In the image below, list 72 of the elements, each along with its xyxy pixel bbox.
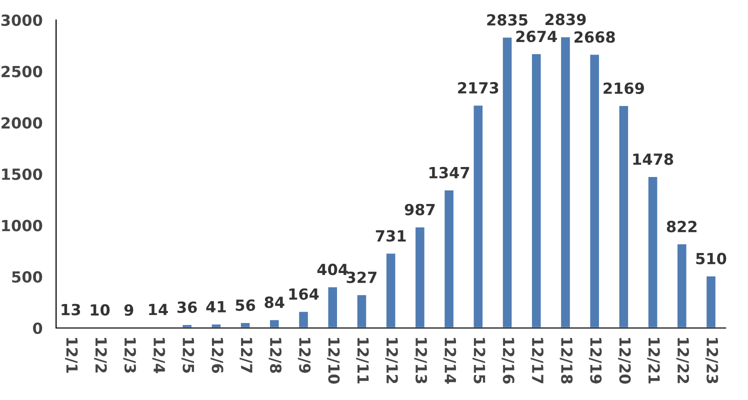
bar <box>298 310 310 328</box>
data-label: 731 <box>376 230 406 242</box>
data-label: 2839 <box>545 14 586 26</box>
bar <box>240 322 252 328</box>
data-label: 84 <box>264 296 284 308</box>
x-tick-label: 12/9 <box>298 338 311 373</box>
data-label: 1347 <box>430 166 470 178</box>
x-tick-label: 12/15 <box>472 338 486 384</box>
bar <box>356 294 368 328</box>
x-tick-label: 12/12 <box>385 338 398 384</box>
data-label: 2173 <box>458 82 498 94</box>
x-tick-label: 12/1 <box>65 338 78 373</box>
bar <box>326 286 338 328</box>
x-tick-label: 12/8 <box>268 338 282 373</box>
data-label: 36 <box>177 301 197 314</box>
y-tick-label: 1500 <box>2 168 42 180</box>
bar <box>268 318 280 328</box>
x-tick-label: 12/17 <box>530 338 544 384</box>
bar <box>560 36 572 328</box>
data-label: 164 <box>289 288 319 300</box>
y-tick-label: 500 <box>12 271 42 283</box>
bar <box>443 189 455 328</box>
bar <box>647 176 659 328</box>
data-label: 510 <box>696 252 726 264</box>
y-tick-label: 0 <box>33 322 42 334</box>
x-tick-label: 12/3 <box>123 338 136 373</box>
x-tick-label: 12/20 <box>618 338 631 384</box>
data-label: 2169 <box>604 82 644 94</box>
y-tick-label: 2500 <box>2 66 42 78</box>
x-tick-label: 12/5 <box>181 338 194 373</box>
x-tick-label: 12/2 <box>94 338 107 372</box>
x-tick-label: 12/13 <box>414 338 428 384</box>
x-tick-label: 12/10 <box>326 338 340 384</box>
data-label: 987 <box>404 204 435 216</box>
data-label: 2674 <box>516 30 557 42</box>
data-label: 9 <box>124 304 134 316</box>
y-tick-label: 3000 <box>1 14 42 26</box>
x-tick-label: 12/22 <box>676 338 690 384</box>
bar <box>385 252 397 328</box>
x-tick-label: 12/16 <box>502 338 514 384</box>
y-tick-label: 1000 <box>2 220 42 232</box>
bar <box>210 323 222 328</box>
x-tick-label: 12/19 <box>588 338 602 384</box>
data-label: 822 <box>666 220 697 232</box>
y-tick-label: 2000 <box>2 117 42 129</box>
x-tick-label: 12/4 <box>152 338 166 374</box>
data-label: 404 <box>317 264 348 276</box>
x-tick-label: 12/14 <box>443 338 456 384</box>
data-label: 56 <box>236 299 256 311</box>
bar <box>472 104 484 328</box>
data-label: 10 <box>90 304 110 316</box>
x-tick-label: 12/18 <box>560 338 573 384</box>
data-label: 41 <box>206 301 226 312</box>
data-label: 327 <box>346 272 376 284</box>
x-tick-label: 12/11 <box>356 338 369 384</box>
x-tick-label: 12/21 <box>647 338 660 384</box>
bar <box>181 324 193 328</box>
bar <box>414 226 426 328</box>
bar <box>501 36 514 328</box>
bar <box>530 52 542 328</box>
x-tick-label: 12/6 <box>210 338 224 373</box>
data-label: 14 <box>149 304 168 316</box>
bar <box>618 104 630 328</box>
data-label: 1478 <box>633 153 674 165</box>
data-label: 2835 <box>487 14 528 26</box>
bar <box>676 242 688 328</box>
data-label: 2668 <box>574 31 615 43</box>
bar <box>588 53 600 328</box>
x-tick-label: 12/23 <box>705 338 718 384</box>
data-label: 13 <box>62 304 80 316</box>
x-tick-label: 12/7 <box>240 338 252 373</box>
bar <box>705 274 717 328</box>
